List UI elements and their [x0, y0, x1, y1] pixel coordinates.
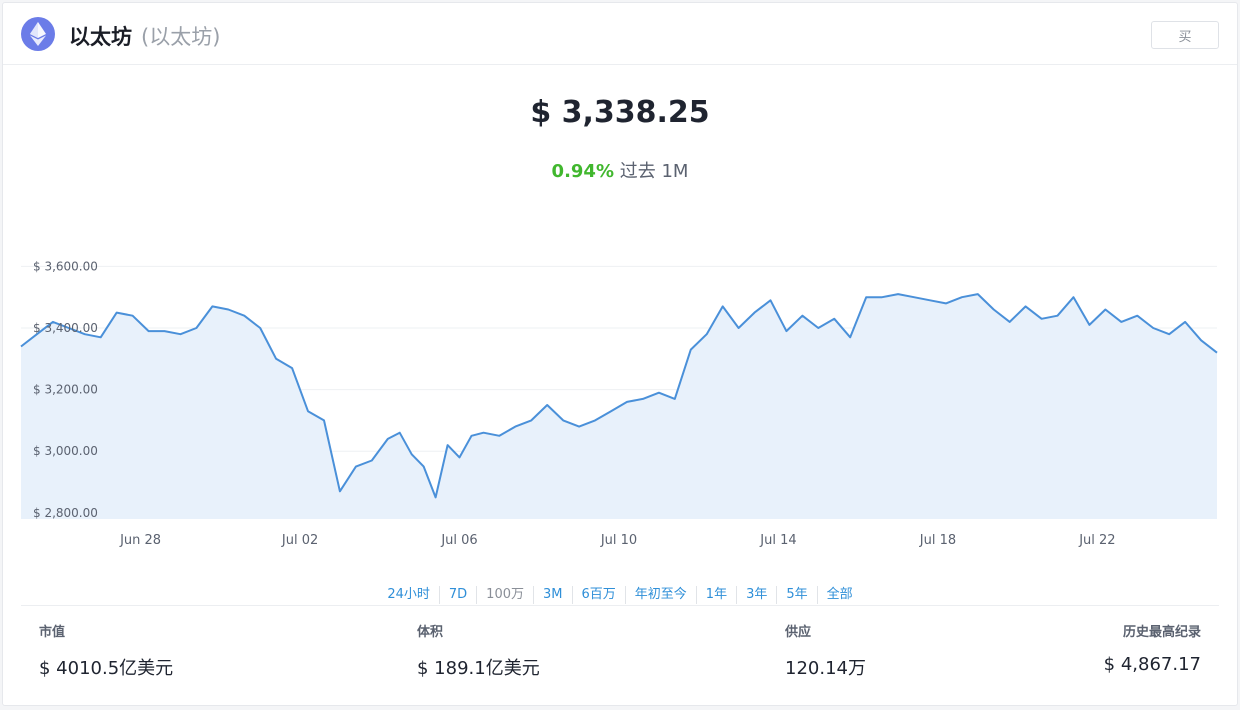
time-range-4[interactable]: 6百万 — [573, 586, 626, 604]
buy-button[interactable]: 买 — [1151, 21, 1219, 49]
stat-value: $ 4010.5亿美元 — [39, 658, 174, 679]
x-tick-label: Jul 06 — [440, 533, 477, 548]
stats-divider — [21, 605, 1219, 606]
x-tick-label: Jul 18 — [919, 533, 956, 548]
stat-supply: 供应 120.14万 — [785, 621, 866, 680]
time-range-8[interactable]: 5年 — [777, 586, 818, 604]
change-period: 过去 1M — [619, 161, 689, 182]
ethereum-icon — [21, 17, 55, 51]
stat-market-cap: 市值 $ 4010.5亿美元 — [39, 621, 173, 680]
y-tick-label: $ 3,400.00 — [33, 321, 98, 335]
price-line — [20, 293, 1218, 499]
asset-title: 以太坊 — [69, 25, 132, 49]
stat-label: 市值 — [39, 625, 66, 640]
time-range-3[interactable]: 3M — [534, 586, 573, 604]
time-range-7[interactable]: 3年 — [737, 586, 778, 604]
stat-value: 120.14万 — [785, 658, 866, 679]
current-price: $ 3,338.25 — [530, 95, 710, 130]
change-percent: 0.94% — [551, 161, 614, 182]
y-tick-label: $ 3,000.00 — [33, 444, 98, 458]
y-tick-label: $ 3,200.00 — [33, 383, 98, 397]
stat-volume: 体积 $ 189.1亿美元 — [417, 621, 540, 680]
price-change: 0.94% 过去 1M — [3, 157, 1237, 183]
stat-value: $ 4,867.17 — [1103, 654, 1201, 675]
x-tick-label: Jul 02 — [281, 533, 318, 548]
time-range-2[interactable]: 100万 — [477, 586, 534, 604]
asset-subtitle: (以太坊) — [141, 25, 221, 49]
x-tick-label: Jul 10 — [600, 533, 637, 548]
stat-all-time-high: 历史最高纪录 $ 4,867.17 — [1104, 621, 1201, 675]
y-tick-label: $ 3,600.00 — [33, 259, 98, 273]
x-tick-label: Jul 22 — [1078, 533, 1115, 548]
time-range-9[interactable]: 全部 — [826, 587, 853, 602]
price-chart[interactable]: $ 2,800.00 $ 3,000.00 $ 3,200.00 $ 3,400.00… — [3, 233, 1239, 553]
x-tick-label: Jul 14 — [759, 533, 796, 548]
time-range-1[interactable]: 7D — [440, 586, 478, 604]
time-range-selector: 24小时 7D 100万 3M 6百万 年初至今 1年 3年 5年 全部 — [3, 586, 1237, 604]
stat-label: 历史最高纪录 — [1122, 625, 1201, 640]
asset-header: 以太坊 (以太坊) 买 — [3, 3, 1237, 65]
stat-label: 供应 — [785, 625, 812, 640]
time-range-0[interactable]: 24小时 — [378, 586, 440, 604]
time-range-5[interactable]: 年初至今 — [626, 586, 697, 604]
y-tick-label: $ 2,800.00 — [33, 506, 98, 520]
stat-value: $ 189.1亿美元 — [417, 658, 540, 679]
time-range-6[interactable]: 1年 — [697, 586, 738, 604]
x-tick-label: Jun 28 — [119, 533, 161, 548]
stat-label: 体积 — [417, 625, 444, 640]
